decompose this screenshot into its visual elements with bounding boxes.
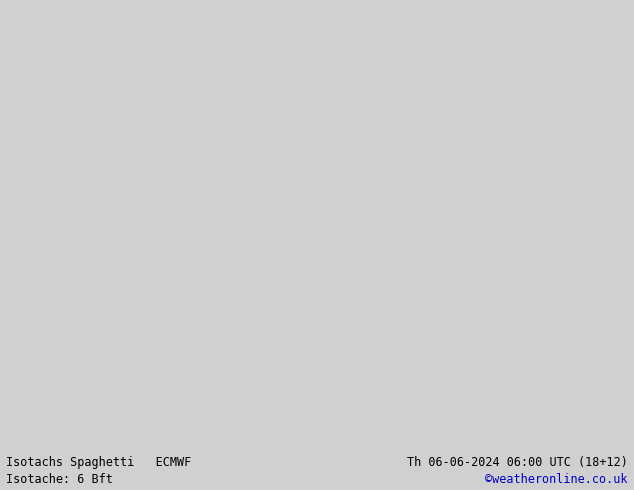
- Text: ©weatheronline.co.uk: ©weatheronline.co.uk: [485, 473, 628, 487]
- Text: Isotache: 6 Bft: Isotache: 6 Bft: [6, 473, 113, 487]
- Text: Isotachs Spaghetti   ECMWF: Isotachs Spaghetti ECMWF: [6, 456, 191, 469]
- Text: Th 06-06-2024 06:00 UTC (18+12): Th 06-06-2024 06:00 UTC (18+12): [407, 456, 628, 469]
